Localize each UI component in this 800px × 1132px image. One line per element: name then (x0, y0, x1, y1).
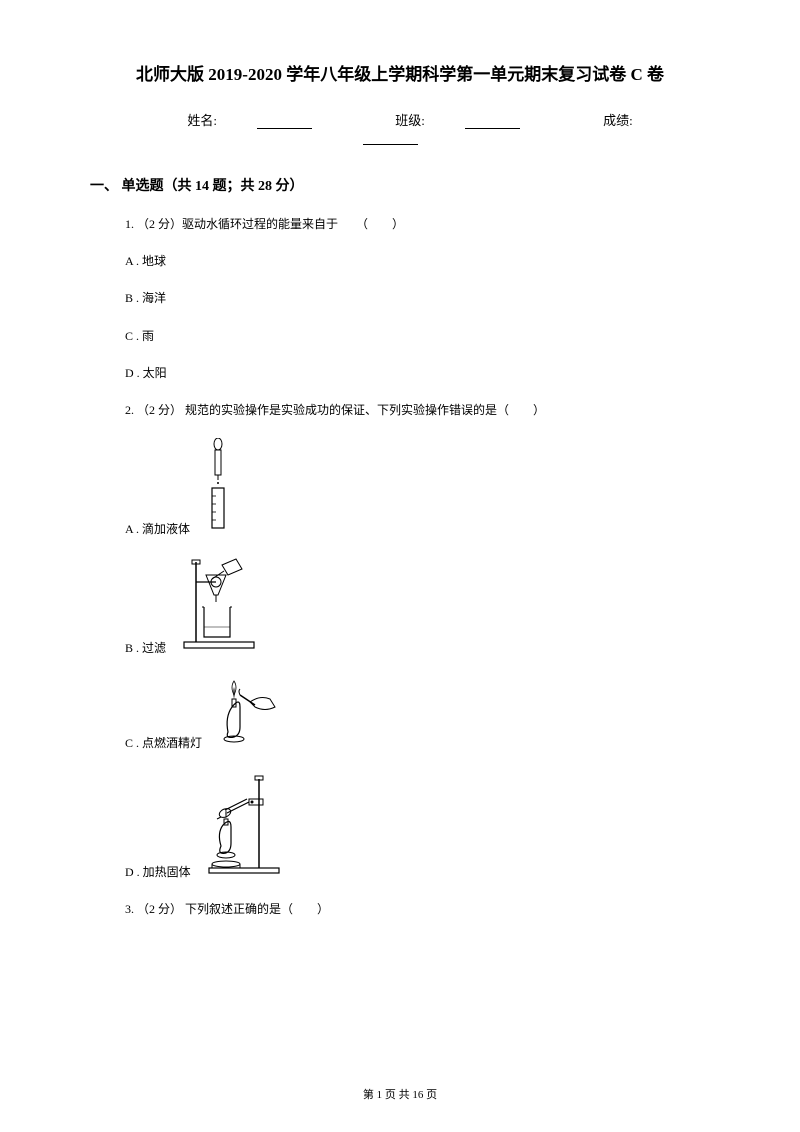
header-fields: 姓名: 班级: 成绩: (90, 110, 710, 145)
name-field: 姓名: (167, 113, 332, 128)
q1-option-b: B . 海洋 (125, 289, 710, 308)
q2-option-c: C . 点燃酒精灯 (125, 677, 710, 753)
question-3: 3. （2 分） 下列叙述正确的是（ ） (125, 900, 710, 919)
section-header: 一、 单选题（共 14 题；共 28 分） (90, 175, 710, 195)
exam-title: 北师大版 2019-2020 学年八年级上学期科学第一单元期末复习试卷 C 卷 (90, 60, 710, 85)
filter-diagram (174, 557, 264, 658)
q1-option-a: A . 地球 (125, 252, 710, 271)
page-footer: 第 1 页 共 16 页 (0, 1086, 800, 1102)
q2-option-d: D . 加热固体 (125, 771, 710, 882)
dropper-diagram (198, 438, 238, 539)
question-1: 1. （2 分）驱动水循环过程的能量来自于 （ ） (125, 215, 710, 234)
lamp-diagram (210, 677, 290, 753)
class-field: 班级: (375, 113, 540, 128)
question-2: 2. （2 分） 规范的实验操作是实验成功的保证、下列实验操作错误的是（ ） (125, 401, 710, 420)
heating-diagram (199, 771, 289, 882)
q1-option-d: D . 太阳 (125, 364, 710, 383)
q1-option-c: C . 雨 (125, 327, 710, 346)
q2-option-b: B . 过滤 (125, 557, 710, 658)
q2-option-a: A . 滴加液体 (125, 438, 710, 539)
